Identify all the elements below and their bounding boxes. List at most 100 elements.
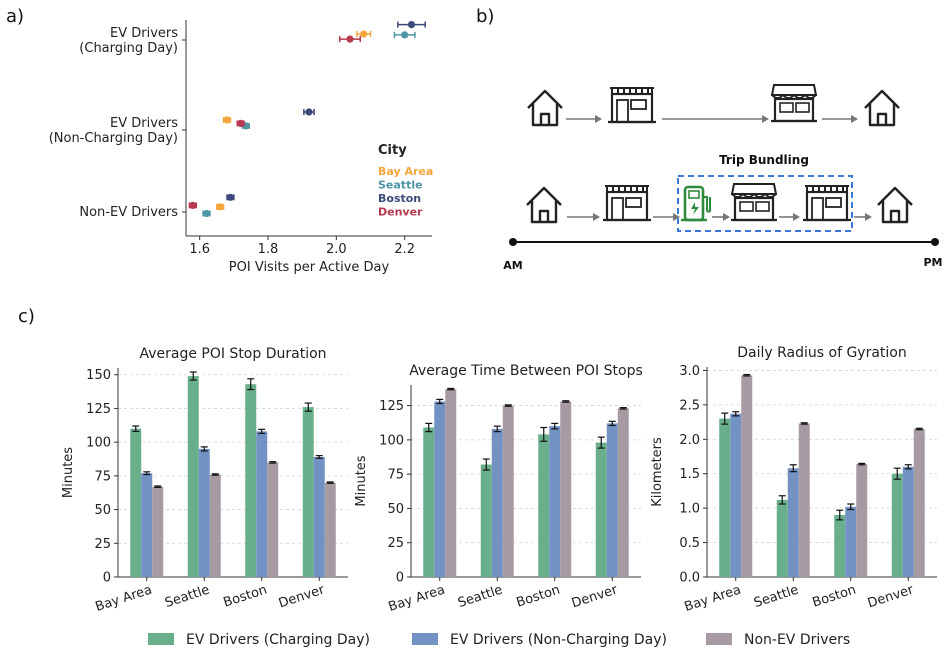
y-tick-label: 0 xyxy=(396,571,404,586)
bar-nonev xyxy=(560,401,572,577)
bar-noncharging xyxy=(787,468,799,577)
data-point-denver xyxy=(346,35,354,43)
x-tick-label: Boston xyxy=(222,583,269,611)
x-tick-label: Denver xyxy=(570,582,620,611)
y-tick-label: 75 xyxy=(387,468,404,483)
scatter-chart-poi-visits: 1.6 1.8 2.0 2.2 POI Visits per Active Day EV … xyxy=(49,20,433,275)
x-tick-label: Seattle xyxy=(163,583,211,611)
home-shape xyxy=(864,89,900,127)
bar-noncharging xyxy=(549,426,561,577)
shop-icon xyxy=(770,84,818,123)
bar-noncharging xyxy=(141,473,153,577)
shop-roof xyxy=(730,183,778,195)
bar-charging xyxy=(245,384,257,577)
bar-nonev xyxy=(209,474,221,577)
legend-label: EV Drivers (Non-Charging Day) xyxy=(450,632,667,648)
store-icon xyxy=(803,185,851,222)
bar-charging xyxy=(776,499,788,577)
y-category-label: EV Drivers (Non-Charging Day) xyxy=(49,116,179,146)
data-point-bay-area xyxy=(216,203,224,211)
home-shape xyxy=(527,89,563,127)
bar-charging xyxy=(538,434,550,577)
data-point-seattle xyxy=(401,31,409,39)
bar-nonev xyxy=(324,482,336,577)
y-tick-label: 0.5 xyxy=(679,536,700,551)
y-tick-label: 150 xyxy=(86,368,111,383)
bar-charging xyxy=(302,407,314,577)
y-tick-label: 75 xyxy=(94,469,111,484)
data-point-denver xyxy=(237,119,245,127)
bar-charging xyxy=(480,464,492,577)
bar-noncharging xyxy=(434,401,446,577)
bar-charging xyxy=(891,473,903,577)
bar-noncharging xyxy=(902,466,914,577)
y-category-line: Non-EV Drivers xyxy=(79,205,178,220)
y-tick-label: 50 xyxy=(94,503,111,518)
store-window xyxy=(625,197,642,208)
x-tick-label: Bay Area xyxy=(387,583,447,615)
y-tick-label: 25 xyxy=(387,536,404,551)
bar-nonev xyxy=(445,389,457,577)
charger-cable xyxy=(703,196,711,213)
y-tick-label: 50 xyxy=(387,502,404,517)
x-tick-label: Seattle xyxy=(752,583,800,611)
y-tick-label: 2.5 xyxy=(679,398,700,413)
y-axis-label: Kilometers xyxy=(650,437,665,507)
y-tick-label: 25 xyxy=(94,537,111,552)
flow-arrow-head xyxy=(762,115,769,123)
data-point-bay-area xyxy=(360,30,368,38)
bar-noncharging xyxy=(606,423,618,577)
bar-noncharging xyxy=(845,506,857,577)
x-tick-label: Bay Area xyxy=(94,583,154,615)
bar-noncharging xyxy=(256,431,268,577)
bar-charging xyxy=(423,427,435,577)
bar-nonev xyxy=(798,423,810,577)
data-point-bay-area xyxy=(223,116,231,124)
bar-charging xyxy=(595,442,607,577)
x-axis-label: POI Visits per Active Day xyxy=(229,260,390,275)
bar-chart-stop-duration: Average POI Stop Duration 0 25 50 75 100 125 15… xyxy=(61,346,348,615)
y-category-label: Non-EV Drivers xyxy=(79,205,178,220)
legend-swatch xyxy=(706,633,732,645)
trip-bundling-diagram: Trip Bundling AM PM xyxy=(503,84,943,272)
chart-title: Average Time Between POI Stops xyxy=(409,363,643,379)
data-point-boston xyxy=(305,108,313,116)
store-door xyxy=(611,197,624,221)
bar-noncharging xyxy=(313,456,325,577)
shop-roof xyxy=(770,84,818,96)
trip-bundling-title: Trip Bundling xyxy=(719,153,809,167)
charger-bolt xyxy=(691,202,699,215)
y-tick-label: 0.0 xyxy=(679,571,700,586)
data-point-boston xyxy=(226,193,235,201)
x-tick-label: Denver xyxy=(866,582,916,611)
bar-nonev xyxy=(617,408,629,577)
x-tick-label: 1.8 xyxy=(258,242,279,257)
timeline-pm-label: PM xyxy=(923,256,942,269)
x-tick-label: 2.0 xyxy=(326,242,347,257)
legend-entry: Seattle xyxy=(378,179,423,192)
y-tick-label: 2.0 xyxy=(679,433,700,448)
data-point-seattle xyxy=(202,209,211,218)
bar-noncharging xyxy=(198,448,210,577)
legend-label: Non-EV Drivers xyxy=(744,632,850,648)
bar-charging xyxy=(130,428,142,577)
ev-charger-icon xyxy=(681,185,711,222)
legend-entry: Bay Area xyxy=(378,165,433,178)
store-awning xyxy=(805,185,849,191)
y-axis-label: Minutes xyxy=(354,455,369,506)
flow-arrow-head xyxy=(593,213,600,221)
legend-entry: Boston xyxy=(378,192,421,205)
home-icon xyxy=(526,186,562,224)
store-door xyxy=(616,99,629,123)
x-tick-label: 1.6 xyxy=(189,242,210,257)
flow-arrow-head xyxy=(793,213,800,221)
bar-nonev xyxy=(741,375,753,577)
home-icon xyxy=(527,89,563,127)
panel-label-b: b) xyxy=(476,6,494,27)
store-window xyxy=(630,99,647,110)
x-tick-label: 2.2 xyxy=(394,242,415,257)
y-tick-label: 1.0 xyxy=(679,502,700,517)
y-tick-label: 0 xyxy=(103,571,111,586)
y-tick-label: 1.5 xyxy=(679,467,700,482)
